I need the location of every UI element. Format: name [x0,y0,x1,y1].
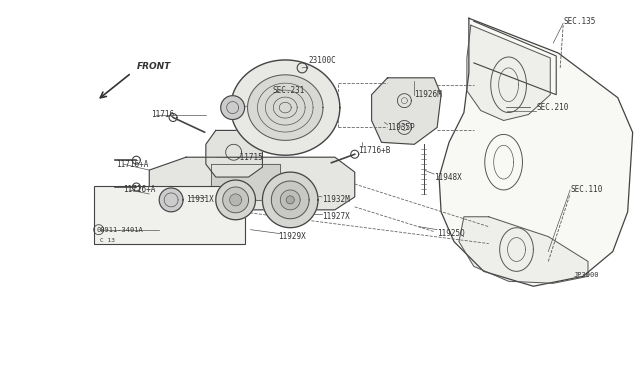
Text: SEC.210: SEC.210 [536,103,569,112]
Polygon shape [223,187,248,213]
Text: FRONT: FRONT [136,62,171,71]
Polygon shape [216,180,255,220]
Polygon shape [280,190,300,210]
Bar [93,186,244,244]
Polygon shape [211,164,280,200]
Text: -11715: -11715 [236,153,264,162]
Polygon shape [286,196,294,204]
Text: SEC.135: SEC.135 [563,17,596,26]
Polygon shape [230,194,241,206]
Text: SEC.231: SEC.231 [273,86,305,95]
Text: 08911-3401A: 08911-3401A [97,227,143,232]
Polygon shape [439,18,633,286]
Text: 11935P: 11935P [387,123,415,132]
Text: 11716+B: 11716+B [358,146,390,155]
Text: 23100C: 23100C [308,56,336,65]
Text: 11716+A: 11716+A [124,186,156,195]
Text: 11932M: 11932M [322,195,349,204]
Text: 11927X: 11927X [322,212,349,221]
Text: 11931X: 11931X [186,195,214,204]
Text: 11716: 11716 [151,110,174,119]
Text: 11925Q: 11925Q [437,229,465,238]
Polygon shape [149,157,355,210]
Polygon shape [159,188,183,212]
Text: 11716+A: 11716+A [116,160,149,169]
Polygon shape [206,131,262,177]
Text: 11948X: 11948X [434,173,462,182]
Text: C 13: C 13 [100,238,115,243]
Polygon shape [459,217,588,283]
Polygon shape [221,96,244,119]
Polygon shape [248,75,323,140]
Polygon shape [372,78,441,144]
Polygon shape [271,181,309,219]
Polygon shape [467,25,550,121]
Polygon shape [262,172,318,228]
Text: 11926M: 11926M [414,90,442,99]
Text: SEC.110: SEC.110 [570,186,602,195]
Text: 11929X: 11929X [278,232,306,241]
Text: JP3000: JP3000 [573,272,598,278]
Polygon shape [230,60,340,155]
